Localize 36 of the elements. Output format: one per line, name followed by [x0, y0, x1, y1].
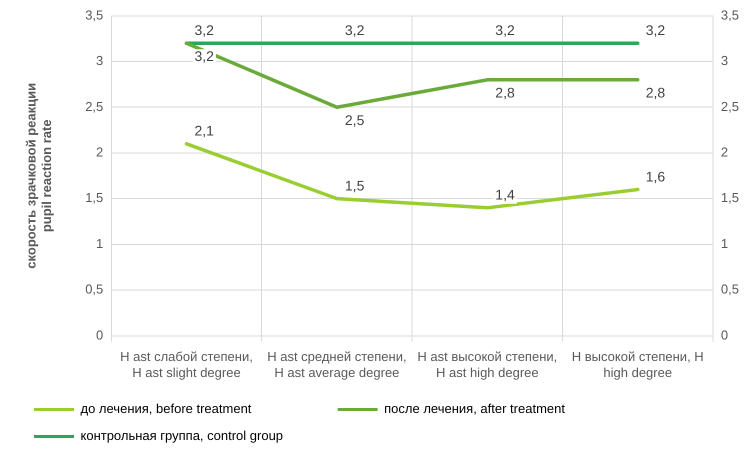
y-tick-label: 0 — [96, 327, 104, 342]
legend-label: до лечения, before treatment — [80, 401, 324, 416]
y2-tick-label: 1 — [720, 236, 728, 251]
data-label: 3,2 — [646, 22, 666, 38]
data-label: 1,5 — [344, 178, 365, 194]
data-label: 3,2 — [194, 22, 214, 38]
x-tick-label: H ast высокой степени, H ast high degree — [417, 349, 558, 380]
data-label: 1,6 — [646, 168, 666, 184]
y2-tick-label: 2,5 — [720, 98, 740, 114]
data-label: 2,1 — [194, 122, 214, 139]
y-tick-label: 1,5 — [85, 190, 104, 206]
y-axis-title: скорость зрачковой реакции pupil reaction rate — [23, 82, 54, 269]
y2-tick-label: 2 — [720, 144, 728, 160]
x-tick-label: H ast слабой степени, H ast slight degree — [120, 349, 253, 380]
y-tick-label: 2,5 — [85, 98, 104, 114]
y-tick-label: 3,5 — [85, 7, 104, 22]
y2-tick-label: 3 — [720, 53, 728, 68]
data-label: 3,2 — [194, 48, 214, 64]
data-label: 3,2 — [344, 22, 365, 38]
y2-tick-label: 0,5 — [720, 282, 740, 297]
y2-tick-label: 3,5 — [720, 7, 740, 22]
data-label: 2,8 — [646, 84, 666, 101]
data-label: 1,4 — [495, 186, 515, 203]
data-label: 2,8 — [495, 84, 515, 101]
legend-label: после лечения, after treatment — [384, 401, 638, 416]
y-tick-label: 2 — [96, 144, 104, 160]
y-tick-label: 1 — [96, 236, 104, 251]
y2-tick-label: 0 — [720, 327, 728, 342]
x-tick-label: H ast средней степени, H ast average degree — [267, 349, 407, 380]
x-tick-label: H высокой степени, H high degree — [572, 349, 704, 380]
legend-label: контрольная группа, control group — [80, 428, 356, 444]
y-tick-label: 0,5 — [85, 282, 104, 297]
data-label: 3,2 — [495, 22, 515, 38]
y-tick-label: 3 — [96, 53, 104, 68]
data-label: 2,5 — [344, 112, 365, 128]
y2-tick-label: 1,5 — [720, 190, 740, 206]
